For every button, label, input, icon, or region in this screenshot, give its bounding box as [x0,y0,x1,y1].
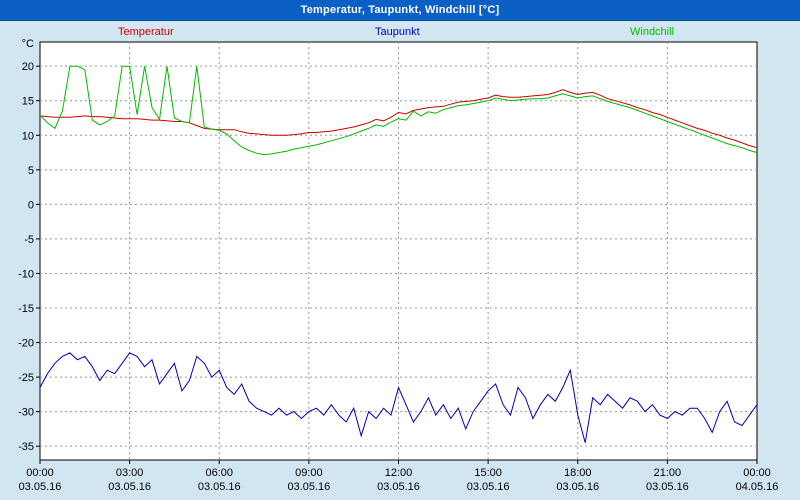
x-tick-time-label: 09:00 [295,467,323,479]
y-tick-label: 0 [28,199,34,211]
window-title-bar: Temperatur, Taupunkt, Windchill [°C] [0,0,800,21]
y-tick-label: -15 [18,303,34,315]
y-tick-label: -25 [18,372,34,384]
x-tick-date-label: 04.05.16 [736,481,779,493]
x-tick-time-label: 00:00 [26,467,54,479]
x-tick-time-label: 15:00 [474,467,502,479]
y-axis-unit: °C [22,38,34,50]
chart-area: Temperatur Taupunkt Windchill 20 15 10 5 0 -5… [0,20,800,500]
x-tick-date-label: 03.05.16 [377,481,420,493]
x-tick-date-label: 03.05.16 [646,481,689,493]
y-tick-label: -5 [24,234,34,246]
y-tick-label: 15 [22,96,34,108]
x-tick-time-label: 03:00 [116,467,144,479]
series-line-windchill [39,65,758,156]
chart-svg: 20 15 10 5 0 -5 -10 -15 -20 -25 -30 -35 °C 00:00 03.05… [18,38,779,493]
legend-windchill: Windchill [630,26,675,38]
x-tick-date-label: 03.05.16 [198,481,241,493]
y-tick-label: -30 [18,407,34,419]
x-tick-date-label: 03.05.16 [108,481,151,493]
y-tick-label: 20 [22,61,34,73]
x-tick-date-label: 03.05.16 [19,481,62,493]
y-tick-label: -20 [18,338,34,350]
x-tick-time-label: 18:00 [564,467,592,479]
plot-background [39,41,758,461]
y-tick-label: -35 [18,441,34,453]
x-tick-date-label: 03.05.16 [467,481,510,493]
y-tick-label: 5 [28,165,34,177]
legend-temperatur: Temperatur [118,26,174,38]
y-tick-label: 10 [22,130,34,142]
y-tick-label: -10 [18,268,34,280]
x-tick-time-label: 00:00 [743,467,771,479]
x-tick-date-label: 03.05.16 [287,481,330,493]
series-line-taupunkt [39,352,758,443]
x-tick-time-label: 06:00 [205,467,233,479]
window-title: Temperatur, Taupunkt, Windchill [°C] [300,4,500,16]
legend-taupunkt: Taupunkt [375,26,420,38]
x-tick-date-label: 03.05.16 [556,481,599,493]
x-tick-time-label: 21:00 [654,467,682,479]
x-tick-time-label: 12:00 [385,467,413,479]
